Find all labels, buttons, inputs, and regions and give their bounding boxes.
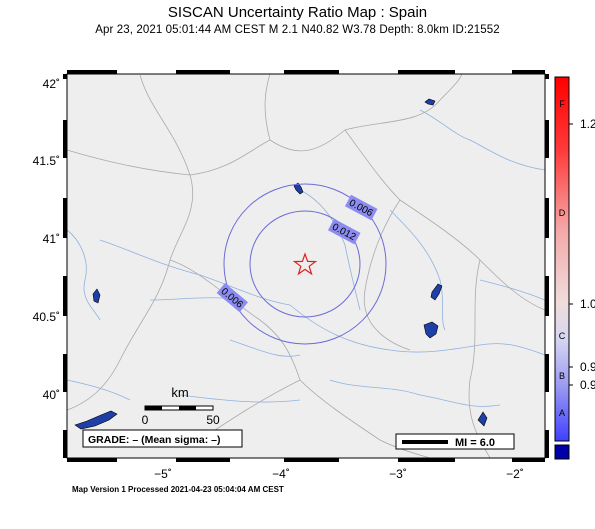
colorbar-tick: 0.9 <box>580 378 595 392</box>
colorbar-tick: 1.2 <box>580 117 595 131</box>
contour-0006 <box>223 183 387 345</box>
lon-label: −2˚ <box>506 467 524 481</box>
contour-0012 <box>249 210 361 318</box>
lon-label: −5˚ <box>154 467 172 481</box>
latitude-labels: 42˚ 41.5˚ 41˚ 40.5˚ 40˚ <box>33 77 60 402</box>
lon-label: −4˚ <box>272 467 290 481</box>
lat-label: 40.5˚ <box>33 310 60 324</box>
reservoirs <box>74 98 488 430</box>
map-title: SISCAN Uncertainty Ratio Map : Spain <box>167 4 428 21</box>
processing-footer: Map Version 1 Processed 2021-04-23 05:04… <box>72 485 284 494</box>
colorbar-tick: 0.9 <box>580 360 595 374</box>
svg-text:50: 50 <box>206 413 220 427</box>
svg-text:MI = 6.0: MI = 6.0 <box>455 437 495 449</box>
svg-text:0: 0 <box>142 413 149 427</box>
grade-letter: C <box>559 331 566 341</box>
lon-label: −3˚ <box>389 467 407 481</box>
colorbar: F D C B A 1.2 1.0 0.9 0.9 <box>554 76 595 460</box>
longitude-labels: −5˚ −4˚ −3˚ −2˚ <box>154 467 524 481</box>
lat-label: 40˚ <box>43 388 60 402</box>
colorbar-tick: 1.0 <box>580 297 595 311</box>
grade-letter: D <box>559 208 566 218</box>
frame-ticks <box>63 70 549 462</box>
lat-label: 41.5˚ <box>33 154 60 168</box>
uncertainty-contours <box>223 183 387 345</box>
grade-letter: F <box>559 99 565 109</box>
svg-text:GRADE: – (Mean sigma: –): GRADE: – (Mean sigma: –) <box>88 434 220 446</box>
event-subtitle: Apr 23, 2021 05:01:44 AM CEST M 2.1 N40.… <box>95 24 500 36</box>
lat-label: 41˚ <box>43 232 60 246</box>
mi-legend-box: MI = 6.0 <box>395 433 515 450</box>
grade-letter: A <box>559 408 565 418</box>
grade-letter: B <box>559 371 565 381</box>
scale-bar: km 0 50 <box>142 385 220 427</box>
lat-label: 42˚ <box>43 77 60 91</box>
grade-box: GRADE: – (Mean sigma: –) <box>82 429 243 448</box>
rivers <box>66 109 546 407</box>
map-area <box>67 74 545 458</box>
svg-text:km: km <box>171 385 188 400</box>
epicenter-star-icon <box>292 252 318 276</box>
